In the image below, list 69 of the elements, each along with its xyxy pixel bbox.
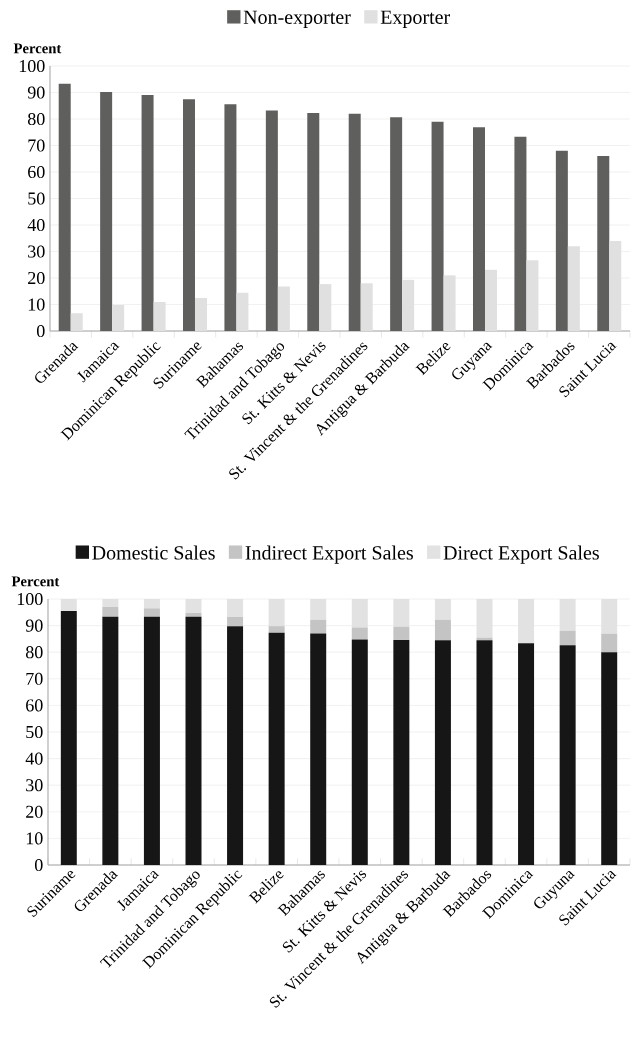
- bar: [310, 619, 327, 634]
- y-tick-label: 20: [28, 271, 45, 285]
- y-tick-label: 40: [27, 218, 45, 232]
- bar: [518, 643, 535, 866]
- y-tick-label: 60: [26, 699, 43, 712]
- bar: [70, 313, 83, 332]
- bar: [390, 117, 403, 332]
- y-tick-label: 50: [26, 725, 43, 739]
- bar: [102, 616, 119, 866]
- bar: [60, 610, 77, 866]
- y-tick-label: 10: [26, 832, 43, 845]
- bar: [185, 616, 202, 866]
- bar: [348, 113, 361, 332]
- y-tick-label: 70: [28, 139, 45, 152]
- bar: [393, 626, 410, 640]
- y-tick-label: 90: [27, 86, 45, 99]
- bar: [601, 633, 618, 653]
- y-tick-label: 30: [28, 245, 45, 258]
- legend-label: Direct Export Sales: [443, 545, 599, 564]
- bar: [141, 94, 154, 332]
- bar: [393, 639, 410, 866]
- legend-label: Non-exporter: [243, 10, 351, 29]
- y-tick-label: 0: [34, 858, 43, 872]
- bar: [476, 640, 493, 866]
- bar: [514, 136, 527, 332]
- bar: [102, 606, 119, 617]
- y-tick-label: 0: [36, 324, 45, 338]
- bar: [227, 626, 244, 866]
- y-tick-label: 100: [19, 59, 45, 73]
- bar: [559, 630, 576, 646]
- y-tick-label: 50: [28, 192, 45, 205]
- bar: [143, 608, 160, 617]
- bar: [268, 626, 285, 633]
- bar: [183, 99, 195, 332]
- y-tick-label: 40: [25, 752, 43, 765]
- y-tick-label: 30: [26, 779, 43, 792]
- legend-label: Exporter: [380, 10, 451, 29]
- legend-label: Indirect Export Sales: [245, 545, 413, 564]
- bar: [601, 652, 618, 866]
- y-axis-title: Percent: [13, 43, 62, 54]
- y-tick-label: 10: [28, 298, 45, 311]
- bar: [434, 619, 451, 641]
- bar: [555, 150, 568, 332]
- bar: [351, 627, 368, 640]
- y-tick-label: 70: [26, 672, 43, 685]
- y-tick-label: 80: [27, 112, 45, 126]
- bar: [268, 632, 285, 866]
- bar: [265, 110, 278, 332]
- bar: [434, 640, 451, 866]
- bar: [143, 616, 160, 866]
- y-tick-label: 90: [25, 619, 43, 632]
- y-tick-label: 80: [25, 646, 43, 659]
- bar: [185, 612, 202, 617]
- y-axis-title: Percent: [11, 576, 60, 587]
- y-tick-label: 60: [28, 165, 45, 179]
- legend-label: Domestic Sales: [92, 545, 215, 560]
- bar: [227, 616, 244, 627]
- bar: [431, 121, 444, 332]
- bar: [100, 91, 113, 332]
- bar: [307, 112, 320, 332]
- y-tick-label: 20: [26, 805, 43, 818]
- bar: [351, 639, 368, 866]
- bar: [559, 645, 576, 866]
- bar: [224, 104, 237, 332]
- bar: [310, 633, 327, 866]
- bar: [597, 156, 610, 332]
- y-tick-label: 100: [17, 592, 43, 606]
- bar: [472, 127, 485, 332]
- bar: [58, 83, 71, 332]
